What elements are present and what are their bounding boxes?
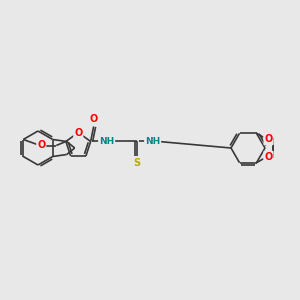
Text: NH: NH [145, 137, 160, 146]
Text: O: O [89, 115, 98, 124]
Text: O: O [264, 152, 273, 162]
Text: O: O [74, 128, 82, 137]
Text: O: O [264, 134, 273, 144]
Text: O: O [37, 140, 45, 151]
Text: NH: NH [99, 137, 114, 146]
Text: S: S [133, 158, 140, 169]
